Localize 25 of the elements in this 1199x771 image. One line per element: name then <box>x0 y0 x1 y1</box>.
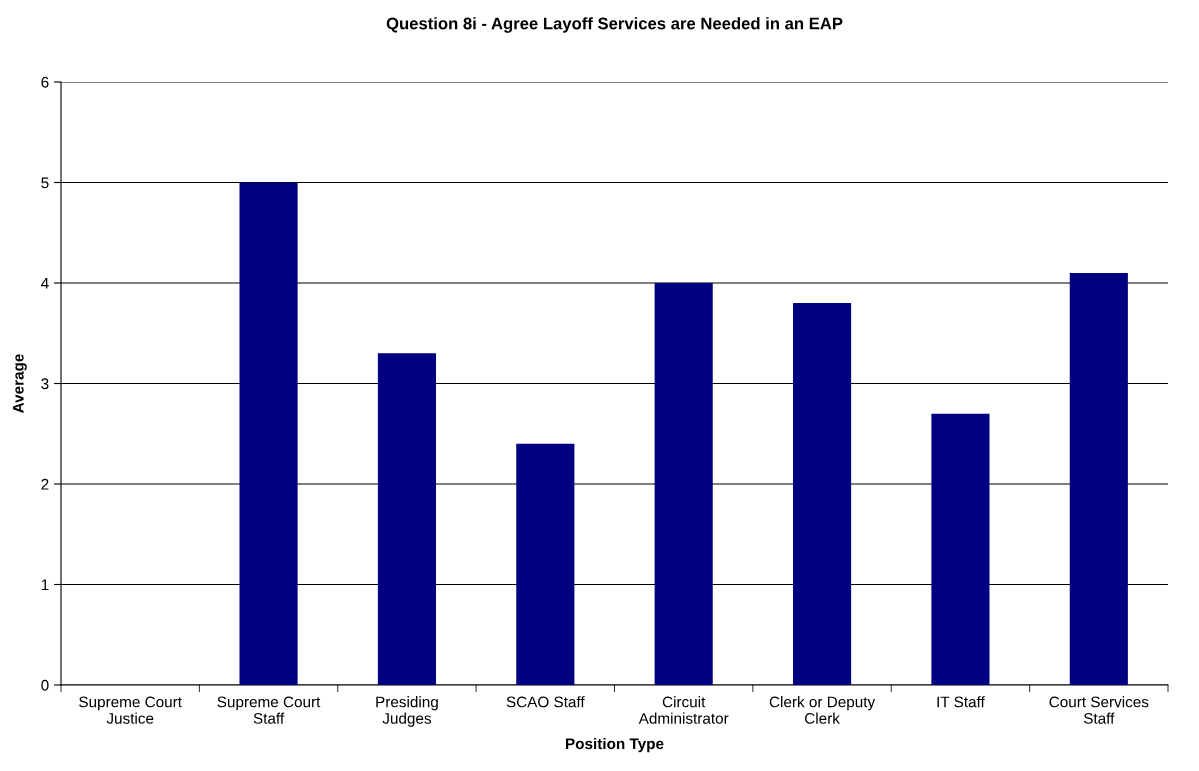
y-axis-title: Average <box>13 354 27 413</box>
bar <box>239 182 298 685</box>
y-tick-label: 3 <box>41 378 49 390</box>
y-tick-label: 2 <box>41 478 49 490</box>
chart-title: Question 8i - Agree Layoff Services are Needed in an EAP <box>386 17 843 33</box>
bar <box>654 283 713 685</box>
y-tick-label: 0 <box>41 679 49 691</box>
x-axis-title: Position Type <box>566 737 664 753</box>
y-tick-label: 5 <box>41 177 49 189</box>
y-tick-label: 6 <box>41 76 49 88</box>
y-tick-label: 1 <box>41 579 49 591</box>
x-tick-label: Clerk or Deputy Clerk <box>769 696 876 724</box>
x-tick-label: IT Staff <box>937 696 985 708</box>
x-tick-label: Court Services Staff <box>1049 696 1149 724</box>
x-tick-label: Circuit Administrator <box>638 696 729 724</box>
x-tick-label: Presiding Judges <box>376 696 438 727</box>
bar <box>516 443 575 685</box>
bar <box>377 353 436 685</box>
x-tick-label: Supreme Court Staff <box>217 696 321 724</box>
bar <box>931 413 990 685</box>
x-tick-label: SCAO Staff <box>506 696 585 708</box>
x-tick-label: Supreme Court Justice <box>79 696 182 724</box>
bar <box>793 303 852 685</box>
bar <box>1069 272 1128 685</box>
y-tick-label: 4 <box>41 278 49 289</box>
